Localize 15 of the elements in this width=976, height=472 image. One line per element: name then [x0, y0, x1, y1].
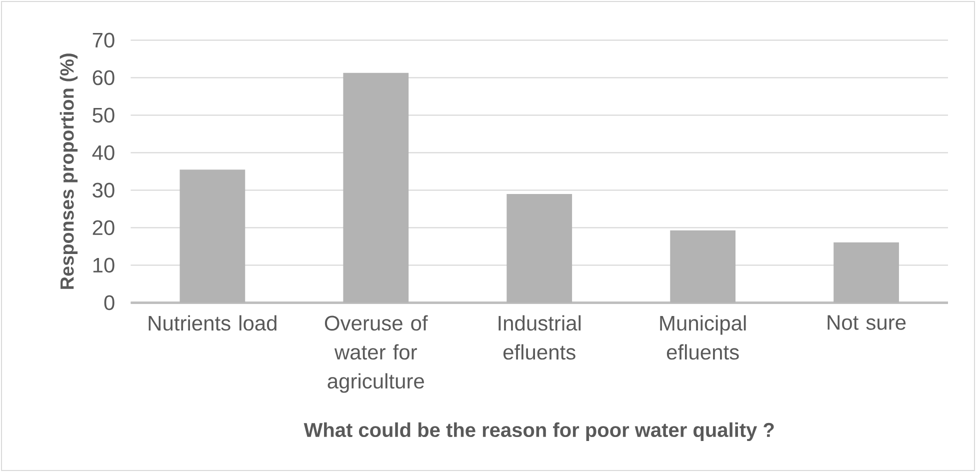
y-axis-title: Responses proportion (%)	[60, 54, 78, 289]
x-axis-title: What could be the reason for poor water quality ?	[304, 422, 774, 442]
x-tick-label: Industrial efluents	[498, 315, 581, 360]
y-tick-label: 50	[92, 108, 114, 123]
y-tick-label: 30	[92, 182, 114, 198]
y-tick-label: 10	[93, 258, 114, 273]
x-tick-label: Not sure	[828, 315, 906, 330]
x-tick-label: Nutrients load	[148, 315, 276, 331]
x-tick-label: Municipal efluents	[660, 315, 746, 360]
y-tick-label: 0	[104, 295, 114, 310]
y-tick-label: 20	[92, 220, 114, 236]
y-tick-label: 60	[92, 70, 114, 86]
y-tick-label: 40	[92, 145, 114, 160]
x-tick-label: Overuse of water for agriculture	[324, 315, 428, 393]
y-tick-label: 70	[92, 32, 114, 48]
